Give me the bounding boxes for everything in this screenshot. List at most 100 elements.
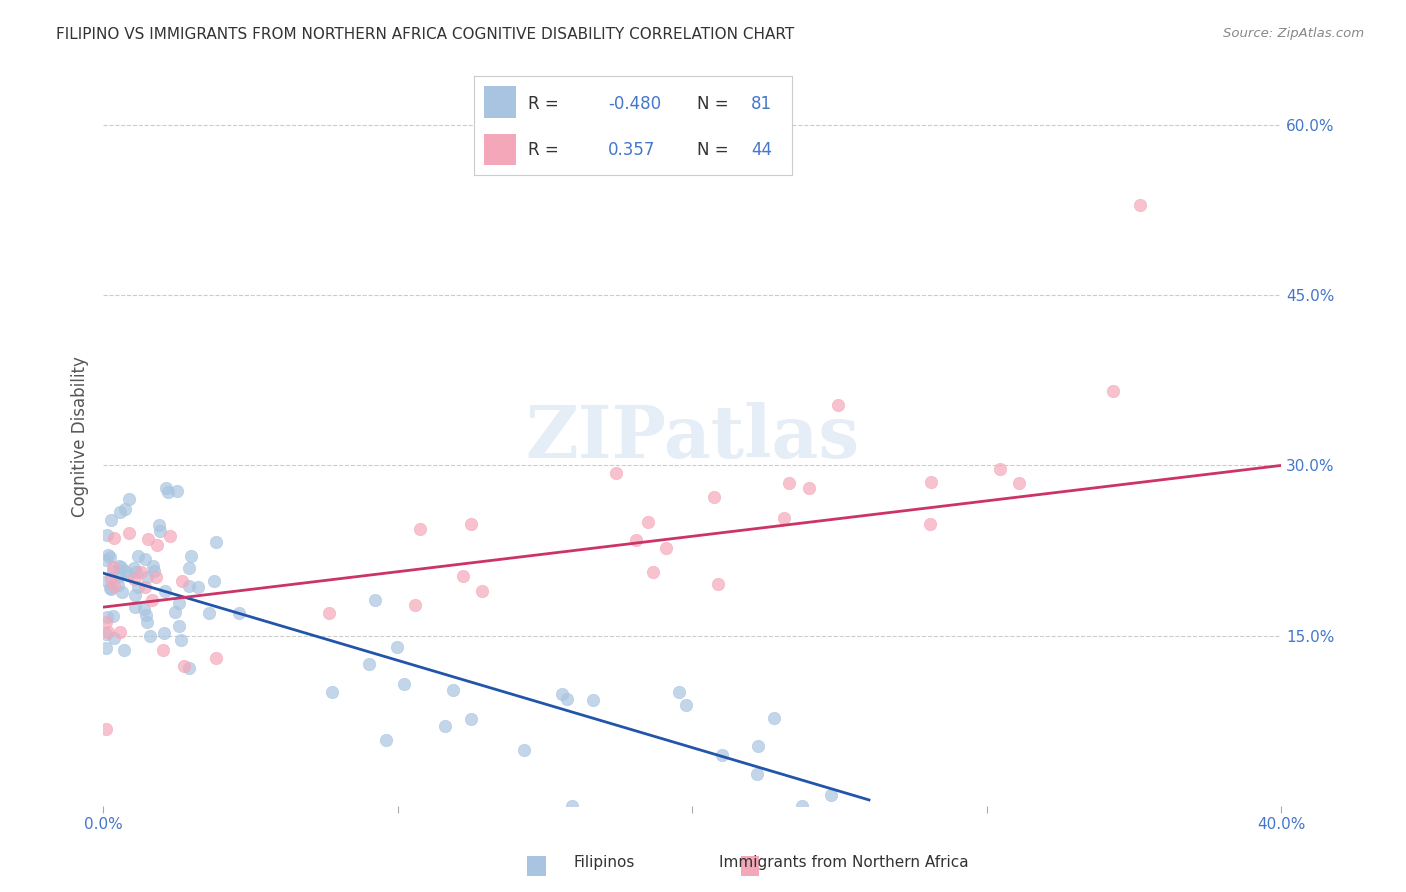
Point <box>103 532 125 546</box>
Point <box>710 748 733 763</box>
Point <box>103 579 125 593</box>
Point <box>375 732 398 747</box>
Point <box>433 719 456 733</box>
Point <box>409 522 432 536</box>
Point <box>404 598 426 612</box>
Point <box>136 615 159 629</box>
Point <box>98 550 121 565</box>
Point <box>134 580 156 594</box>
Point <box>747 739 769 753</box>
Point <box>451 569 474 583</box>
Point <box>228 607 250 621</box>
Point <box>555 691 578 706</box>
Point <box>94 615 117 629</box>
Point <box>96 574 118 588</box>
Point <box>166 484 188 499</box>
Point <box>551 687 574 701</box>
Text: Source: ZipAtlas.com: Source: ZipAtlas.com <box>1223 27 1364 40</box>
Point <box>582 692 605 706</box>
Point <box>655 541 678 555</box>
Point <box>101 564 124 578</box>
Point <box>179 578 201 592</box>
Point <box>778 475 800 490</box>
Point <box>624 533 647 547</box>
Point <box>122 561 145 575</box>
Y-axis label: Cognitive Disability: Cognitive Disability <box>72 357 89 517</box>
Point <box>124 572 146 586</box>
Point <box>637 516 659 530</box>
Point <box>107 578 129 592</box>
Point <box>112 642 135 657</box>
Point <box>707 577 730 591</box>
Point <box>142 558 165 573</box>
Point <box>797 481 820 495</box>
Point <box>157 485 180 500</box>
Point <box>471 583 494 598</box>
Point <box>155 481 177 495</box>
Point <box>152 643 174 657</box>
Point <box>321 684 343 698</box>
Point <box>127 581 149 595</box>
Point <box>145 570 167 584</box>
Point <box>127 549 149 563</box>
Point <box>114 502 136 516</box>
Point <box>146 538 169 552</box>
Point <box>762 711 785 725</box>
Point <box>153 626 176 640</box>
Point <box>110 559 132 574</box>
Point <box>357 657 380 672</box>
Point <box>167 596 190 610</box>
Point <box>187 580 209 594</box>
Point <box>94 640 117 655</box>
Point <box>100 572 122 586</box>
Point <box>920 475 942 489</box>
Point <box>205 534 228 549</box>
Point <box>605 466 627 480</box>
Point <box>125 565 148 579</box>
Point <box>675 698 697 712</box>
Point <box>94 627 117 641</box>
Point <box>96 624 118 639</box>
Point <box>135 608 157 623</box>
Point <box>920 516 942 531</box>
Point <box>129 566 152 580</box>
Point <box>460 712 482 726</box>
Text: Immigrants from Northern Africa: Immigrants from Northern Africa <box>718 855 969 870</box>
Point <box>98 581 121 595</box>
Point <box>114 564 136 578</box>
Point <box>108 625 131 640</box>
Point <box>820 788 842 802</box>
Point <box>138 629 160 643</box>
Point <box>101 559 124 574</box>
Point <box>790 798 813 813</box>
Point <box>167 619 190 633</box>
Point <box>561 798 583 813</box>
Point <box>118 492 141 507</box>
Point <box>460 516 482 531</box>
Point <box>111 585 134 599</box>
Point <box>177 561 200 575</box>
Point <box>513 742 536 756</box>
Point <box>703 490 725 504</box>
Point <box>990 462 1012 476</box>
Point <box>155 583 177 598</box>
Point <box>143 564 166 578</box>
Point <box>827 398 849 412</box>
Point <box>148 518 170 533</box>
Point <box>643 565 665 579</box>
Point <box>96 528 118 542</box>
Point <box>103 632 125 646</box>
Point <box>101 608 124 623</box>
Point <box>441 682 464 697</box>
Point <box>94 723 117 737</box>
Point <box>108 558 131 573</box>
Point <box>173 658 195 673</box>
Point <box>108 505 131 519</box>
Point <box>202 574 225 588</box>
Point <box>100 582 122 596</box>
Point <box>668 685 690 699</box>
Point <box>118 526 141 541</box>
Point <box>1101 384 1123 399</box>
Point <box>124 588 146 602</box>
Point <box>149 524 172 538</box>
